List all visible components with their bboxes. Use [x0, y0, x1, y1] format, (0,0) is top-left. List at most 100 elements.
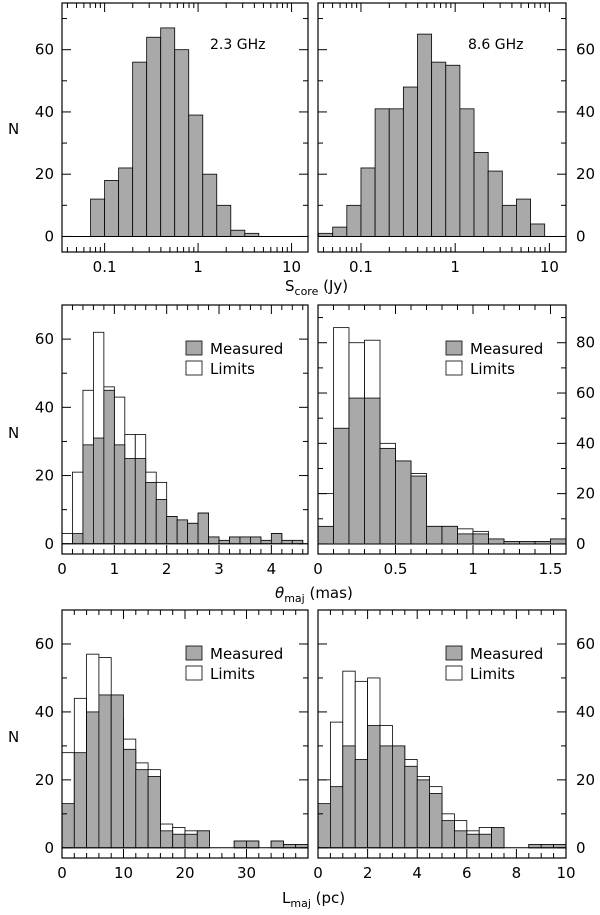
measured-bar	[367, 725, 381, 849]
x-tick-label: 30	[237, 864, 256, 882]
measured-bar	[166, 516, 178, 545]
x-tick-label: 10	[282, 258, 301, 276]
legend-measured-swatch	[445, 645, 463, 661]
legend-measured-swatch	[185, 645, 203, 661]
y-tick-label: 20	[35, 467, 54, 485]
measured-bar	[239, 536, 251, 545]
measured-bar	[317, 803, 331, 849]
measured-bar	[61, 803, 75, 849]
measured-bar	[348, 397, 365, 545]
x-tick-label: 0.5	[384, 560, 408, 578]
legend-measured-swatch	[445, 340, 463, 356]
measured-bar	[202, 173, 218, 237]
xlabel-main: S	[285, 277, 295, 295]
limits-bar	[72, 471, 84, 545]
x-tick-label: 3	[214, 560, 224, 578]
measured-bar	[540, 844, 555, 849]
measured-bar	[445, 64, 461, 237]
measured-bar	[530, 223, 546, 237]
measured-bar	[333, 427, 350, 545]
measured-bar	[270, 533, 283, 545]
panel-s-core-2-3ghz: 0 20 40 60 0.1 1 10 2.3 GHz	[35, 2, 309, 276]
legend-limits-swatch	[185, 360, 203, 376]
x-tick-label: 0	[313, 560, 323, 578]
theta-sub: maj	[284, 592, 305, 605]
measured-bar	[329, 786, 344, 849]
measured-bar	[491, 827, 505, 849]
measured-bar	[441, 820, 455, 849]
measured-bar	[147, 776, 161, 849]
measured-bar	[159, 830, 174, 849]
measured-bar	[174, 49, 190, 237]
svg-text:Score (Jy): Score (Jy)	[285, 277, 348, 298]
row3-ylabel: N	[8, 728, 19, 746]
measured-bar	[90, 198, 106, 237]
x-tick-label: 1	[450, 258, 460, 276]
y-tick-label: 40	[35, 398, 54, 416]
measured-bar	[391, 745, 406, 849]
svg-text:Lmaj (pc): Lmaj (pc)	[282, 889, 345, 910]
y-tick-label: 60	[576, 384, 595, 402]
legend-measured-swatch	[185, 340, 203, 356]
limits-bar	[61, 533, 73, 545]
y-tick-label: 0	[576, 227, 586, 245]
measured-bar	[104, 180, 120, 237]
legend-limits-swatch	[445, 360, 463, 376]
measured-bar	[431, 61, 447, 237]
row1-ylabel: N	[8, 120, 19, 138]
legend-limits-label: Limits	[210, 360, 255, 378]
y-tick-label: 20	[576, 165, 595, 183]
x-tick-label: 20	[175, 864, 194, 882]
measured-bar	[404, 765, 418, 849]
measured-bar	[441, 525, 458, 545]
measured-bar	[132, 61, 148, 237]
measured-bar	[82, 444, 94, 545]
measured-bar	[250, 536, 262, 545]
x-tick-label: 1	[468, 560, 478, 578]
measured-bar	[260, 539, 272, 545]
measured-bar	[188, 114, 204, 237]
lmaj-unit: (pc)	[311, 889, 345, 907]
measured-bar	[270, 840, 284, 849]
x-tick-label: 0	[313, 864, 323, 882]
measured-bar	[388, 108, 404, 237]
plot-frame	[61, 2, 309, 253]
x-tick-label: 0	[57, 560, 67, 578]
measured-bar	[184, 833, 198, 849]
y-tick-label: 60	[576, 635, 595, 653]
measured-bar	[501, 204, 517, 237]
legend-measured-label: Measured	[210, 645, 283, 663]
theta-unit: (mas)	[305, 584, 353, 602]
measured-bar	[187, 522, 199, 545]
measured-bar	[118, 167, 134, 237]
measured-bar	[528, 844, 542, 849]
measured-bar	[155, 499, 168, 545]
x-tick-label: 10	[540, 258, 559, 276]
x-tick-label: 10	[556, 864, 575, 882]
measured-bar	[453, 830, 468, 849]
measured-bar	[459, 108, 475, 237]
y-tick-label: 20	[35, 771, 54, 789]
measured-bar	[429, 793, 443, 849]
measured-bar	[457, 533, 474, 545]
legend-measured-label: Measured	[210, 340, 283, 358]
x-tick-label: 10	[114, 864, 133, 882]
measured-bar	[360, 167, 376, 237]
y-tick-label: 60	[576, 41, 595, 59]
measured-bar	[196, 830, 211, 849]
x-tick-label: 0.1	[93, 258, 117, 276]
lmaj-sub: maj	[290, 897, 311, 910]
measured-bar	[86, 711, 100, 849]
measured-bar	[110, 694, 124, 849]
xlabel-unit: (Jy)	[318, 277, 348, 295]
measured-bar	[466, 833, 480, 849]
y-tick-label: 40	[35, 703, 54, 721]
measured-bar	[550, 538, 567, 545]
x-tick-label: 2	[162, 560, 172, 578]
measured-bar	[282, 844, 297, 849]
measured-bar	[134, 458, 147, 545]
y-tick-label: 40	[576, 434, 595, 452]
x-tick-label: 0	[57, 864, 67, 882]
measured-bar	[374, 108, 390, 237]
x-tick-label: 1	[193, 258, 203, 276]
